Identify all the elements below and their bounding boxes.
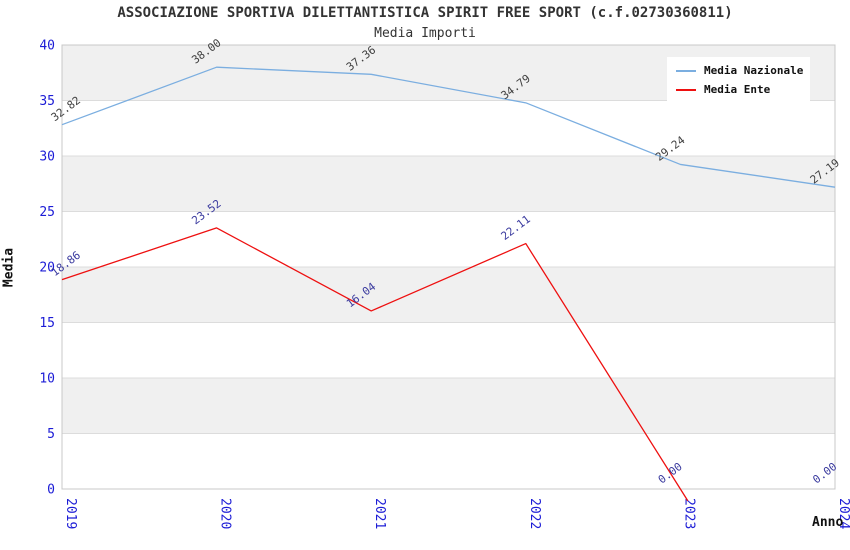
y-tick-label: 0 [47,483,55,498]
plot-band [62,433,835,489]
chart-title: ASSOCIAZIONE SPORTIVA DILETTANTISTICA SP… [117,5,733,21]
y-tick-label: 20 [39,261,55,276]
legend-item-media-ente: Media Ente [667,83,810,96]
legend-item-media-nazionale: Media Nazionale [667,64,810,77]
x-tick-label: 2019 [63,498,78,529]
plot-band [62,156,835,212]
x-tick-label: 2023 [681,498,696,529]
x-tick-label: 2022 [527,498,542,529]
plot-band [62,211,835,267]
y-tick-label: 25 [39,205,55,220]
x-tick-label: 2020 [218,498,233,529]
x-tick-label: 2021 [372,498,387,529]
plot-band [62,378,835,434]
y-tick-label: 15 [39,316,55,331]
legend-line-swatch-icon [676,88,696,91]
legend: Media Nazionale Media Ente [667,57,810,103]
series-line-media-ente [61,227,689,502]
y-tick-label: 10 [39,372,55,387]
y-tick-label: 35 [39,94,55,109]
y-tick-label: 40 [39,39,55,54]
x-tick-label: 2024 [836,498,850,529]
legend-line-swatch-icon [676,69,696,72]
y-tick-label: 5 [47,427,55,442]
plot-band [62,267,835,323]
legend-label: Media Nazionale [704,64,804,77]
chart-subtitle: Media Importi [374,26,476,41]
plot-band [62,322,835,378]
x-axis-label: Anno [812,515,844,530]
y-tick-label: 30 [39,150,55,165]
plot-band [62,100,835,156]
series-line-media-nazionale [61,66,836,188]
y-axis-label: Media [1,247,17,288]
legend-label: Media Ente [704,83,771,96]
plot-border [61,44,836,490]
